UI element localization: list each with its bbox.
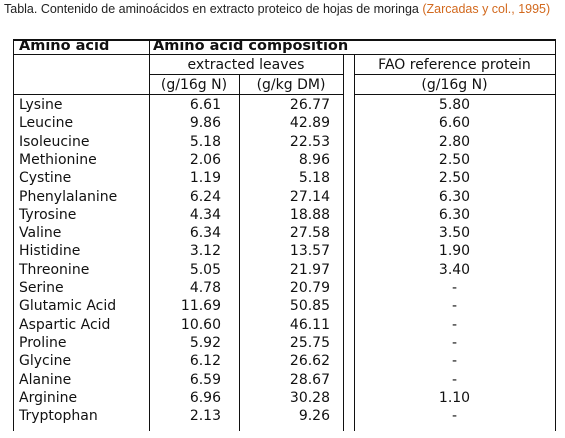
rule-units-left [13,94,343,95]
value-g16gN: 5.05 [189,261,221,278]
value-fao: 2.80 [438,133,471,150]
value-g16gN: 11.69 [180,298,221,315]
value-gkgDM: 42.89 [289,115,330,132]
amino-acid-name: Leucine [19,115,74,132]
value-gkgDM: 21.97 [289,261,330,278]
caption-text: Tabla. Contenido de aminoácidos en extra… [4,2,423,16]
value-gkgDM: 26.77 [289,97,330,113]
value-gkgDM: 50.85 [289,298,330,315]
amino-acid-name: Tryptophan [19,408,98,425]
vrule-left [13,39,14,431]
value-g16gN: 5.18 [189,133,221,150]
value-fao: 1.10 [438,389,471,406]
unit-g16gN: (g/16g N) [160,77,228,93]
vrule-mid [239,74,240,431]
value-g16gN: 2.06 [189,151,221,168]
value-fao: 1.90 [438,243,471,260]
rule-sub-left [149,74,343,75]
subheader-extracted: extracted leaves [187,57,305,73]
value-g16gN: 6.12 [189,353,221,370]
value-fao: - [451,353,458,370]
value-fao: - [451,371,458,388]
vrule-ext-right [343,54,344,431]
value-gkgDM: 27.14 [289,188,330,205]
amino-acid-name: Tyrosine [19,206,77,223]
vrule-amino [149,39,150,431]
value-gkgDM: 9.26 [298,408,330,425]
value-g16gN: 6.59 [189,371,221,388]
value-gkgDM: 13.57 [289,243,330,260]
rule-header [13,54,555,55]
amino-acid-name: Alanine [19,371,72,388]
table-caption: Tabla. Contenido de aminoácidos en extra… [4,2,559,17]
value-gkgDM: 26.62 [289,353,330,370]
rule-units-right [354,94,555,95]
rule-top [13,39,555,41]
value-fao: 3.40 [438,261,471,278]
subheader-fao: FAO reference protein [378,57,531,73]
value-gkgDM: 5.18 [298,170,330,187]
value-fao: 6.30 [438,188,471,205]
value-g16gN: 3.12 [189,243,221,260]
amino-acid-name: Cystine [19,170,72,187]
value-g16gN: 5.92 [189,334,221,351]
value-g16gN: 10.60 [180,316,221,333]
value-g16gN: 4.34 [189,206,221,223]
value-fao: - [451,334,458,351]
value-g16gN: 1.19 [189,170,221,187]
value-g16gN: 6.61 [189,97,221,113]
amino-acid-name: Methionine [19,151,97,168]
amino-acid-name: Serine [19,280,64,296]
vrule-fao-left [354,54,355,431]
amino-acid-name: Glutamic Acid [19,298,117,315]
header-amino-acid: Amino acid [19,38,110,54]
value-gkgDM: 27.58 [289,225,330,242]
amino-acid-name: Arginine [19,389,78,406]
value-fao: - [451,298,458,315]
value-gkgDM: 46.11 [289,316,330,333]
rule-sub-right [354,74,555,75]
faint-footer-mark [313,428,317,438]
amino-acid-name: Threonine [19,261,90,278]
value-fao: 3.50 [438,225,471,242]
value-gkgDM: 18.88 [289,206,330,223]
value-fao: 6.60 [438,115,471,132]
amino-acid-name: Histidine [19,243,81,260]
value-g16gN: 6.96 [189,389,221,406]
value-g16gN: 9.86 [189,115,221,132]
value-gkgDM: 25.75 [289,334,330,351]
unit-fao: (g/16g N) [421,77,488,93]
value-fao: - [451,280,458,296]
value-fao: 2.50 [438,170,471,187]
value-fao: 2.50 [438,151,471,168]
value-gkgDM: 30.28 [289,389,330,406]
value-fao: - [451,408,458,425]
value-gkgDM: 22.53 [289,133,330,150]
amino-acid-name: Valine [19,225,62,242]
amino-acid-name: Proline [19,334,67,351]
value-g16gN: 6.34 [189,225,221,242]
amino-acid-name: Lysine [19,97,63,113]
value-fao: 6.30 [438,206,471,223]
value-gkgDM: 20.79 [289,280,330,296]
amino-acid-name: Aspartic Acid [19,316,111,333]
caption-citation: (Zarcadas y col., 1995) [422,2,551,16]
value-fao: - [451,316,458,333]
value-g16gN: 6.24 [189,188,221,205]
vrule-right [555,39,556,431]
value-gkgDM: 8.96 [298,151,330,168]
value-fao: 5.80 [438,97,471,113]
value-gkgDM: 28.67 [289,371,330,388]
header-composition: Amino acid composition [153,38,349,54]
value-g16gN: 2.13 [189,408,221,425]
unit-gkgDM: (g/kg DM) [256,77,326,93]
amino-acid-name: Isoleucine [19,133,90,150]
value-g16gN: 4.78 [189,280,221,296]
amino-acid-name: Phenylalanine [19,188,118,205]
amino-acid-name: Glycine [19,353,72,370]
